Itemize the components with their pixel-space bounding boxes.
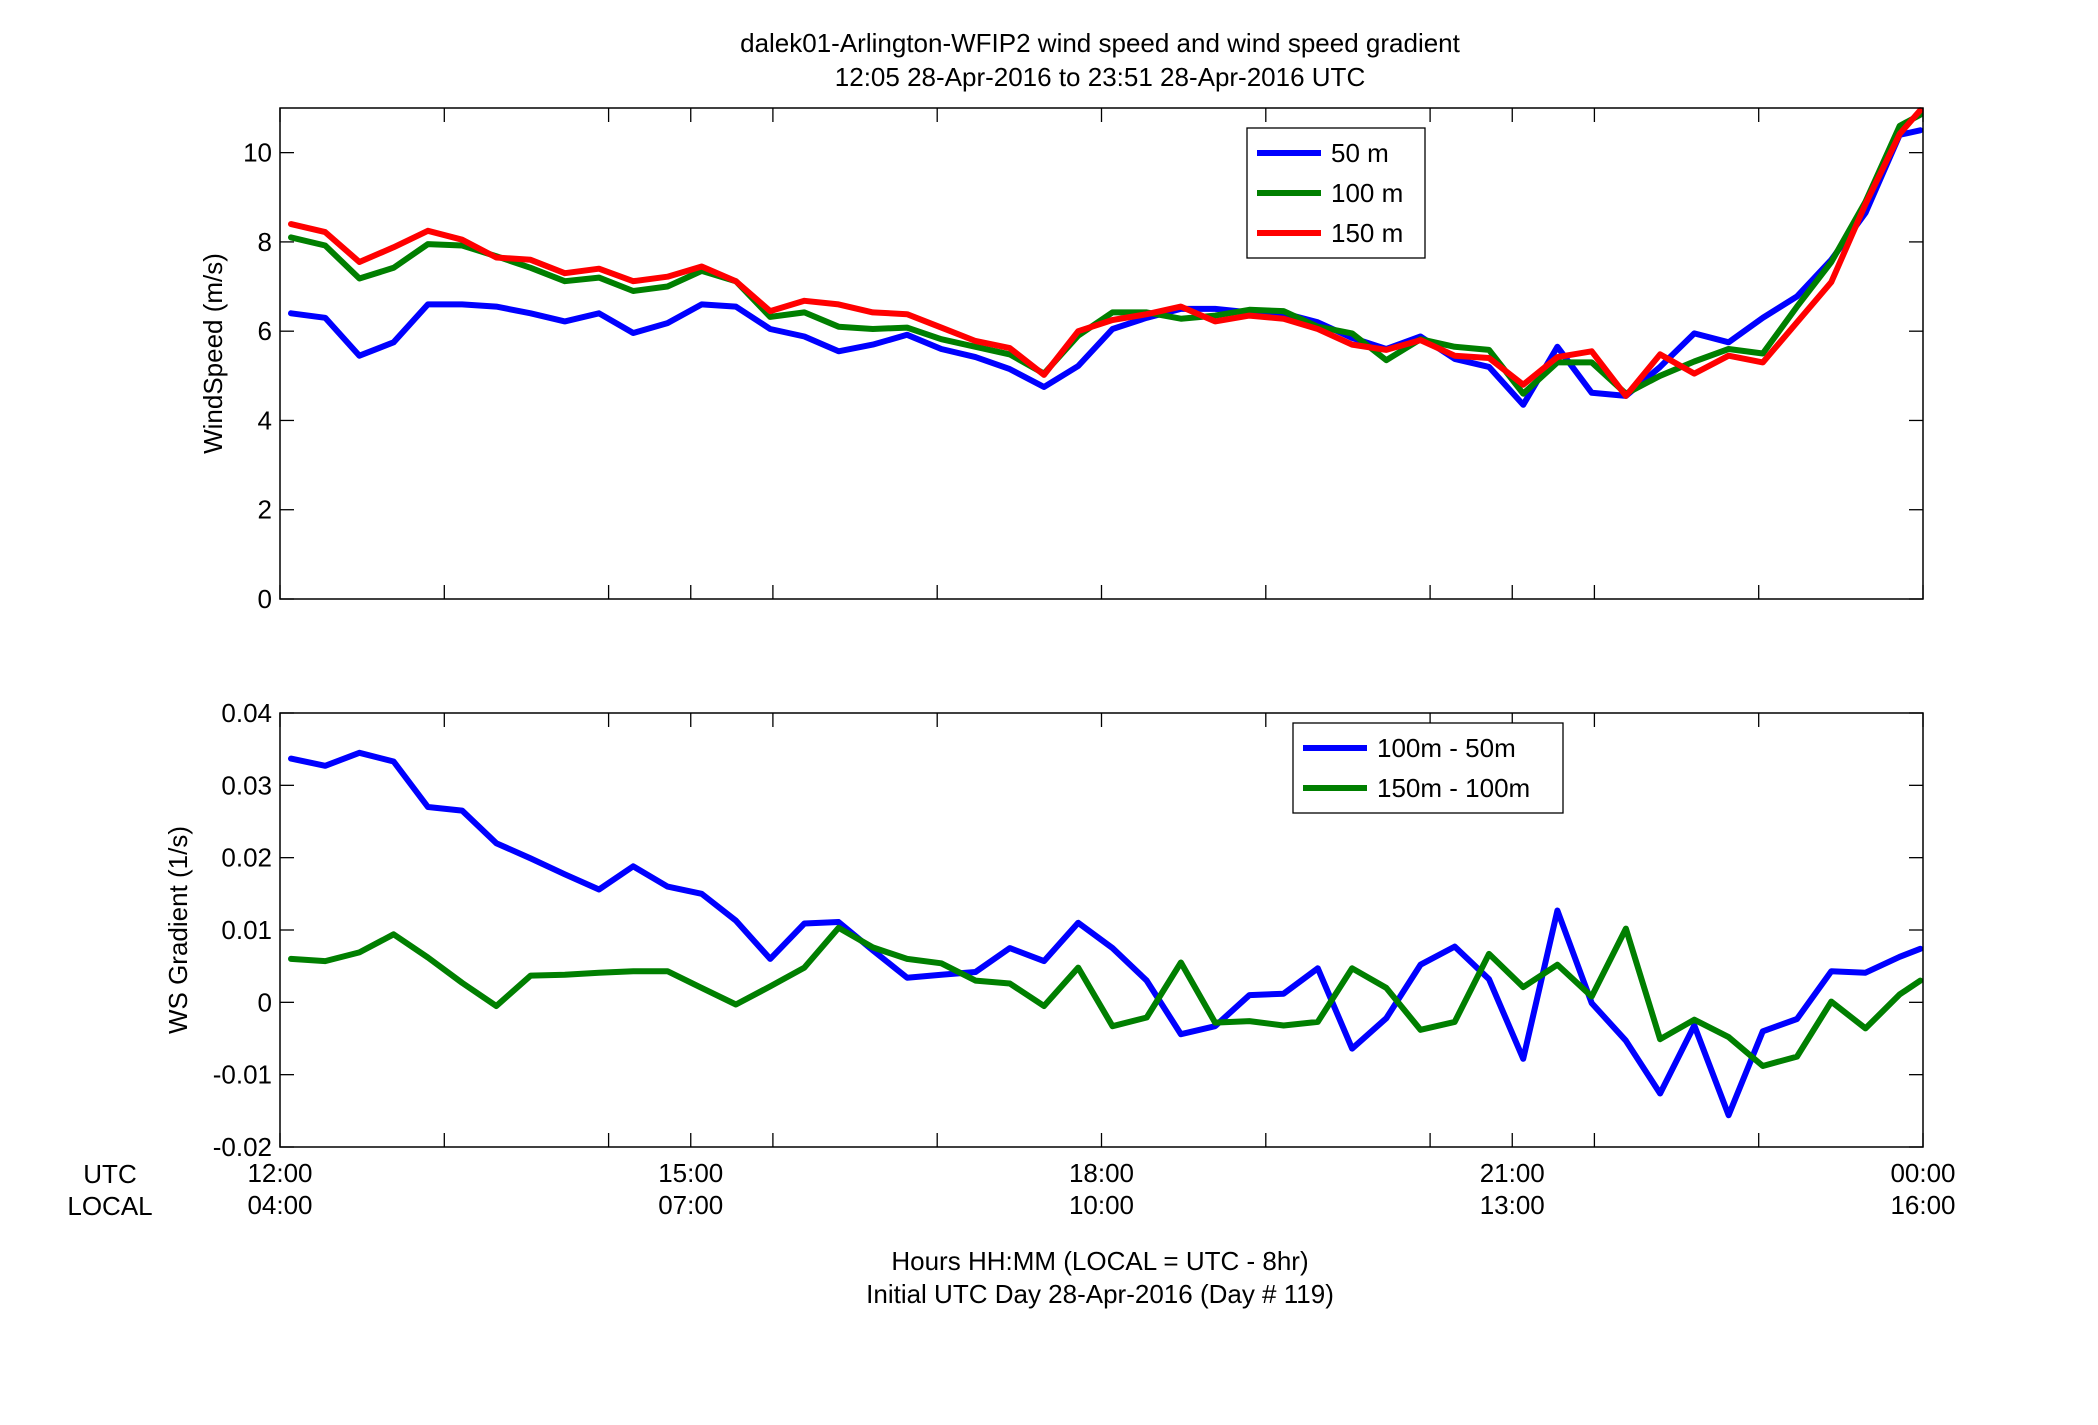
y-tick-label: 8 [258,227,272,257]
gradient-ytick-labels: -0.02 -0.01 0 0.01 0.02 0.03 0.04 [213,698,272,1162]
gradient-panel: -0.02 -0.01 0 0.01 0.02 0.03 0.04 WS Gradient … [163,698,1956,1220]
y-tick-label: 0.03 [221,770,272,800]
y-tick-label: 0 [258,584,272,614]
x-tick-label-utc: 12:00 [247,1158,312,1188]
x-tick-label-local: 16:00 [1890,1190,1955,1220]
legend-label: 150m - 100m [1377,773,1530,803]
y-tick-label: -0.02 [213,1132,272,1162]
windspeed-panel: 0 2 4 6 8 10 WindSpeed (m/s) 50 m 100 m 150 m [198,107,1924,614]
y-tick-label: 2 [258,495,272,525]
y-tick-label: 0.02 [221,843,272,873]
x-tick-label-local: 04:00 [247,1190,312,1220]
windspeed-ylabel: WindSpeed (m/s) [198,253,228,454]
series-line-100-m [288,111,1924,397]
legend-label: 100 m [1331,178,1403,208]
x-tick-label-local: 10:00 [1069,1190,1134,1220]
chart-title-line2: 12:05 28-Apr-2016 to 23:51 28-Apr-2016 U… [835,62,1365,92]
x-tick-label-utc: 00:00 [1890,1158,1955,1188]
windspeed-plot-frame [279,107,1924,600]
y-tick-label: -0.01 [213,1060,272,1090]
utc-row-label: UTC [83,1159,136,1189]
x-tick-label-utc: 18:00 [1069,1158,1134,1188]
legend-label: 100m - 50m [1377,733,1516,763]
x-axis-label-line2: Initial UTC Day 28-Apr-2016 (Day # 119) [866,1279,1334,1309]
local-row-label: LOCAL [67,1191,152,1221]
y-tick-label: 6 [258,316,272,346]
windspeed-ytick-labels: 0 2 4 6 8 10 [243,138,272,614]
series-line-50-m [288,127,1924,408]
x-tick-label-utc: 15:00 [658,1158,723,1188]
windspeed-legend: 50 m 100 m 150 m [1246,127,1426,259]
x-tick-label-local: 07:00 [658,1190,723,1220]
x-axis-label-line1: Hours HH:MM (LOCAL = UTC - 8hr) [891,1246,1308,1276]
legend-box [1292,722,1564,814]
y-tick-label: 4 [258,405,272,435]
gradient-legend: 100m - 50m 150m - 100m [1292,722,1564,814]
y-tick-label: 0 [258,987,272,1017]
gradient-plot-frame [279,712,1924,1148]
legend-label: 50 m [1331,138,1389,168]
y-tick-label: 10 [243,138,272,168]
gradient-series [288,749,1924,1119]
x-tick-label-local: 13:00 [1480,1190,1545,1220]
chart-title-line1: dalek01-Arlington-WFIP2 wind speed and w… [740,28,1461,58]
windspeed-ticks [279,108,1924,600]
y-tick-label: 0.04 [221,698,272,728]
series-line-150m-100m [288,924,1924,1069]
series-line-100m-50m [288,749,1924,1119]
y-tick-label: 0.01 [221,915,272,945]
gradient-ylabel: WS Gradient (1/s) [163,826,193,1034]
legend-label: 150 m [1331,218,1403,248]
windspeed-series [288,107,1924,408]
series-line-150-m [288,107,1924,399]
x-tick-label-utc: 21:00 [1480,1158,1545,1188]
